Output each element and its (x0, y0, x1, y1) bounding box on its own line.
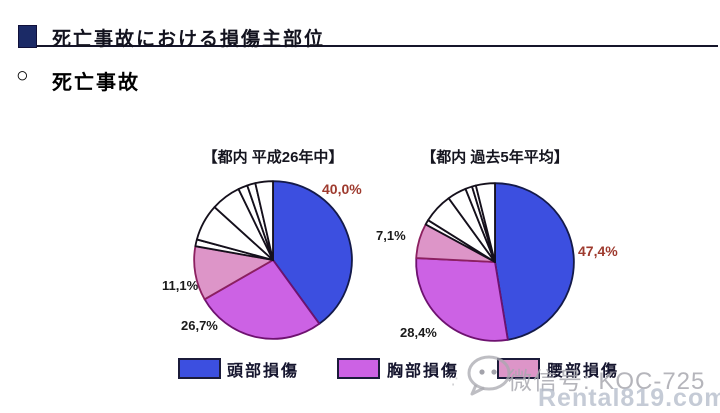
legend-label-waist: 腰部損傷 (547, 363, 620, 380)
pie2-waist-percent: 7,1% (376, 228, 406, 243)
pie2-title: 【都内 過去5年平均】 (421, 149, 569, 166)
pie2-chest-percent: 28,4% (400, 325, 437, 340)
wechat-bubble-icon (467, 355, 511, 396)
watermark-sparkle-dots: ∵ (448, 374, 459, 391)
page-title: 死亡事故における損傷主部位 (52, 29, 326, 50)
pie1-title: 【都内 平成26年中】 (202, 149, 344, 166)
legend-swatch-chest (337, 358, 380, 379)
title-bullet-square (18, 25, 37, 48)
pie1-chest-percent: 26,7% (181, 318, 218, 333)
pie-chart-5yr-avg (415, 182, 575, 342)
watermark-site-url: Rental819.com (538, 384, 720, 412)
section-circle-marker: ○ (16, 64, 29, 87)
pie-slice-other (474, 182, 496, 263)
section-title: 死亡事故 (52, 72, 140, 94)
pie-slice-胸部損傷 (203, 259, 321, 340)
legend-label-head: 頭部損傷 (227, 363, 300, 380)
pie-slice-胸部損傷 (415, 257, 509, 342)
pie2-head-percent: 47,4% (578, 243, 618, 259)
pie-slice-other (254, 180, 274, 261)
pie1-waist-percent: 11,1% (162, 278, 199, 293)
title-underline (18, 45, 718, 47)
pie-slice-頭部損傷 (494, 182, 575, 341)
legend-label-chest: 胸部損傷 (387, 363, 460, 380)
legend-swatch-head (178, 358, 221, 379)
pie-chart-h26 (193, 180, 353, 340)
pie-slice-頭部損傷 (272, 180, 353, 325)
pie1-head-percent: 40,0% (322, 181, 362, 197)
